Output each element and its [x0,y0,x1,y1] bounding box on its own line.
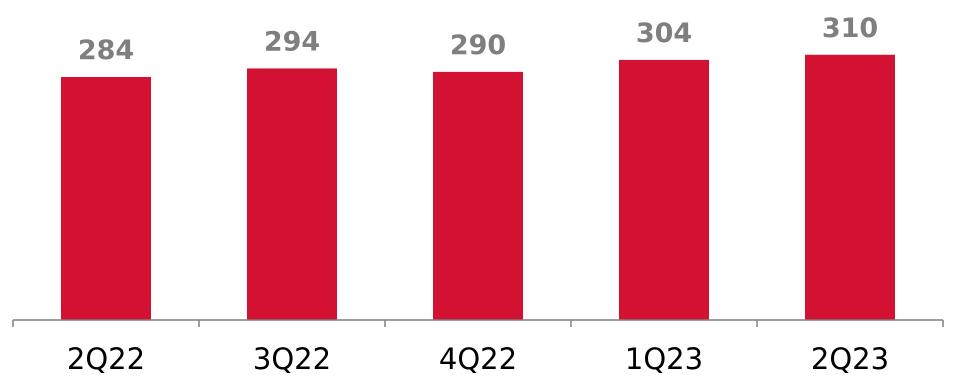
data-label-2q23: 310 [822,13,878,44]
bar-1q23 [619,59,709,321]
value-labels-group: 284 294 290 304 310 [78,13,878,66]
bars-group [61,54,895,321]
x-tick-label-4q22: 4Q22 [439,342,517,376]
data-label-2q22: 284 [78,35,134,66]
x-tick-label-2q23: 2Q23 [811,342,889,376]
data-label-4q22: 290 [450,30,506,61]
bar-2q22 [61,77,151,321]
x-tick-label-3q22: 3Q22 [253,342,331,376]
x-tick-label-1q23: 1Q23 [625,342,703,376]
x-tick-label-2q22: 2Q22 [67,342,145,376]
data-label-1q23: 304 [636,18,692,49]
x-axis [12,319,944,327]
bar-4q22 [433,71,523,320]
data-label-3q22: 294 [264,26,320,57]
bar-3q22 [247,68,337,321]
x-tick-labels-group: 2Q22 3Q22 4Q22 1Q23 2Q23 [67,342,889,376]
bar-2q23 [805,54,895,320]
